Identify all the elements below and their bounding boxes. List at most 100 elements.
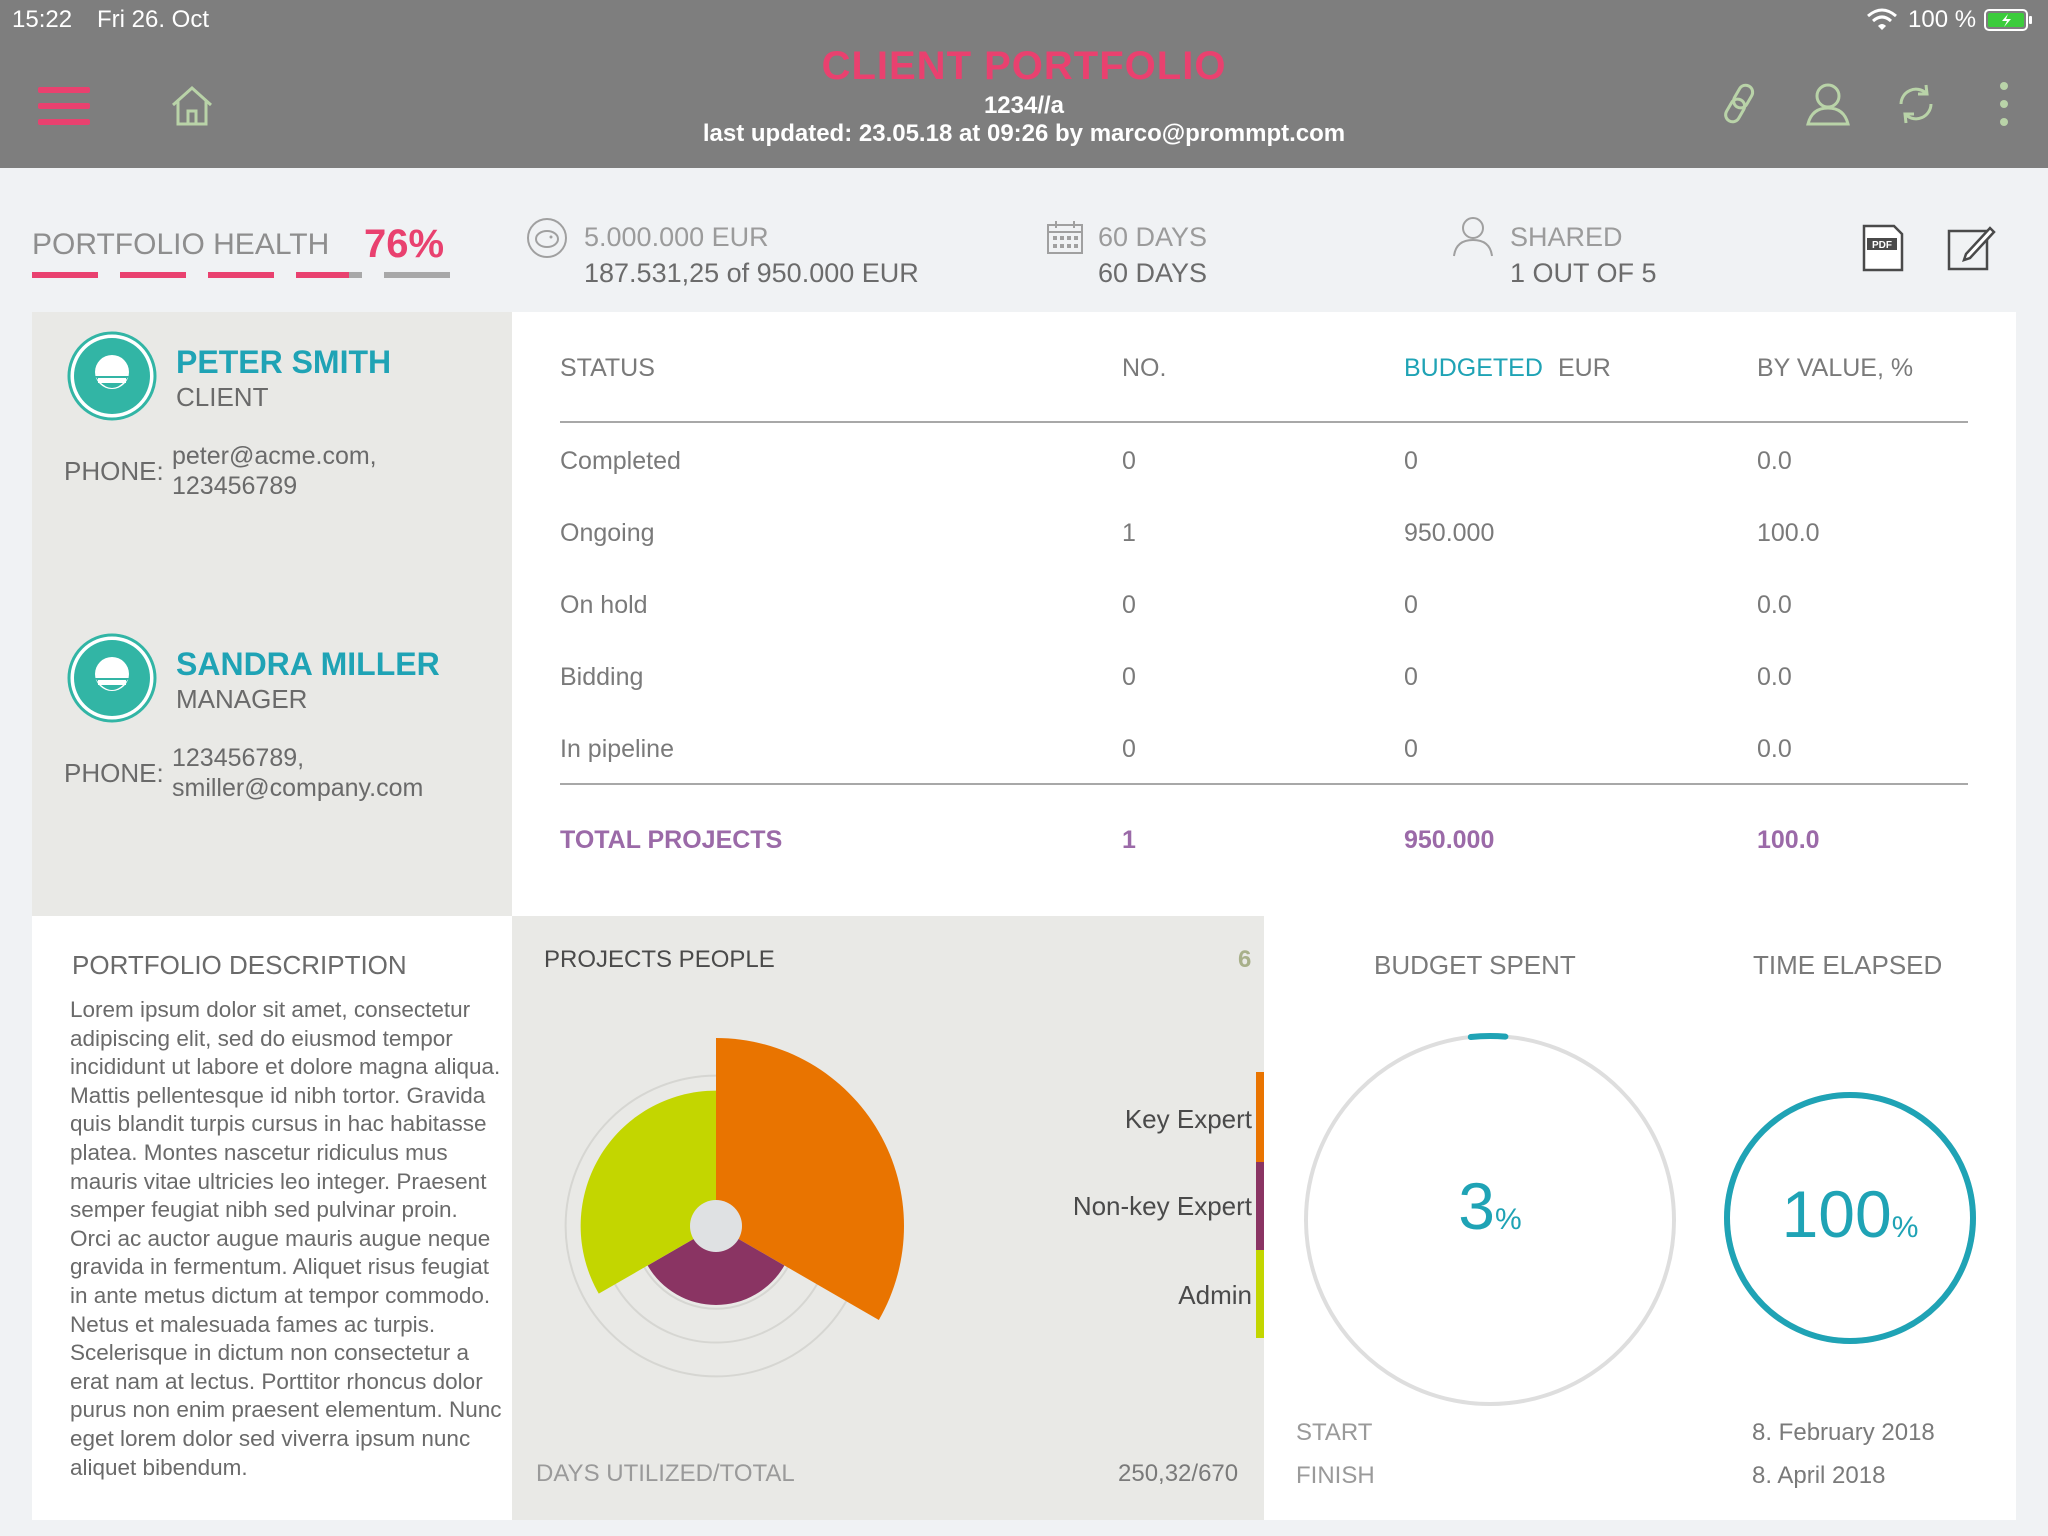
days-utilized-label: DAYS UTILIZED/TOTAL — [536, 1460, 795, 1487]
app-header: 15:22 Fri 26. Oct 100 % CLIENT PORTFOLIO… — [0, 0, 2048, 168]
status-time: 15:22 — [12, 6, 73, 33]
budget-total: 5.000.000 EUR — [584, 222, 769, 252]
health-bar-fill — [208, 272, 274, 278]
table-total-budgeted: 950.000 — [1404, 826, 1495, 854]
sync-icon[interactable] — [1886, 74, 1946, 134]
table-cell-budgeted: 950.000 — [1404, 519, 1495, 547]
avatar — [66, 330, 158, 427]
shared-label: SHARED — [1510, 222, 1623, 252]
legend-label-admin: Admin — [1178, 1280, 1252, 1310]
chart-center-hub — [690, 1200, 742, 1252]
column-header-status: STATUS — [560, 354, 655, 382]
table-cell-budgeted: 0 — [1404, 447, 1418, 475]
phone-label: PHONE: — [64, 758, 164, 788]
health-bar-fill — [120, 272, 186, 278]
budget-spent-unit: % — [1495, 1203, 1522, 1236]
edit-icon[interactable] — [1946, 222, 1996, 277]
finish-label: FINISH — [1296, 1462, 1375, 1489]
time-elapsed-title: TIME ELAPSED — [1753, 950, 1943, 980]
days-label: 60 DAYS — [1098, 222, 1208, 252]
table-cell-by-value: 0.0 — [1757, 663, 1792, 691]
table-cell-status: Completed — [560, 447, 681, 475]
contact-phone-line1[interactable]: peter@acme.com, — [172, 442, 377, 470]
link-icon[interactable] — [1710, 74, 1770, 134]
user-icon[interactable] — [1798, 74, 1858, 134]
phone-label: PHONE: — [64, 456, 164, 486]
table-total-label: TOTAL PROJECTS — [560, 826, 783, 854]
avatar — [66, 632, 158, 729]
more-icon[interactable] — [1974, 74, 2034, 134]
page-title: CLIENT PORTFOLIO — [821, 44, 1227, 88]
table-cell-no: 0 — [1122, 447, 1136, 475]
time-elapsed-arc — [1724, 1092, 1976, 1344]
health-bar-fill — [296, 272, 349, 278]
status-date: Fri 26. Oct — [97, 6, 210, 33]
health-bar-segment — [384, 272, 450, 278]
contact-role: MANAGER — [176, 684, 308, 714]
budget-used: 187.531,25 of 950.000 EUR — [584, 258, 919, 288]
table-total-by-value: 100.0 — [1757, 826, 1820, 854]
start-label: START — [1296, 1419, 1373, 1446]
legend-swatch-non-key-expert — [1256, 1162, 1264, 1250]
table-cell-by-value: 0.0 — [1757, 735, 1792, 763]
budget-spent-ring — [1304, 1033, 1676, 1406]
table-cell-no: 1 — [1122, 519, 1136, 547]
projects-people-title: PROJECTS PEOPLE — [544, 946, 775, 973]
description-text: Lorem ipsum dolor sit amet, consectetur … — [70, 997, 502, 1480]
contact-name: PETER SMITH — [176, 344, 392, 380]
wifi-icon — [1866, 8, 1898, 37]
contact-phone-line2[interactable]: 123456789 — [172, 472, 298, 500]
health-bar — [32, 272, 450, 278]
shared-value: 1 OUT OF 5 — [1510, 258, 1657, 288]
legend-label-non-key-expert: Non-key Expert — [1072, 1191, 1252, 1221]
table-cell-budgeted: 0 — [1404, 591, 1418, 619]
column-header-currency[interactable]: EUR — [1558, 354, 1611, 382]
budget-spent-title: BUDGET SPENT — [1374, 950, 1576, 980]
days-value: 60 DAYS — [1098, 258, 1208, 288]
legend-swatch-admin — [1256, 1250, 1264, 1338]
finish-date: 8. April 2018 — [1752, 1462, 1886, 1489]
table-cell-no: 0 — [1122, 663, 1136, 691]
description-title: PORTFOLIO DESCRIPTION — [72, 950, 407, 980]
chart-slice-non-key-expert[interactable] — [647, 1226, 785, 1305]
table-cell-by-value: 100.0 — [1757, 519, 1820, 547]
column-header-no: NO. — [1122, 354, 1167, 382]
menu-icon[interactable] — [34, 76, 94, 136]
time-elapsed-value: 100 — [1781, 1177, 1892, 1251]
svg-text:PDF: PDF — [1872, 240, 1892, 251]
column-header-budgeted[interactable]: BUDGETED — [1404, 354, 1543, 382]
portfolio-health-value: 76% — [364, 222, 445, 266]
people-count: 6 — [1238, 946, 1252, 973]
piggy-bank-icon — [526, 217, 568, 264]
table-divider — [560, 783, 1968, 785]
contact-name: SANDRA MILLER — [176, 646, 440, 682]
table-total-no: 1 — [1122, 826, 1136, 854]
contact-role: CLIENT — [176, 382, 269, 412]
progress-panel — [1264, 916, 2016, 1520]
table-cell-status: In pipeline — [560, 735, 674, 763]
legend-swatch-key-expert — [1256, 1072, 1264, 1162]
table-cell-by-value: 0.0 — [1757, 591, 1792, 619]
description-panel: PORTFOLIO DESCRIPTION Lorem ipsum dolor … — [32, 916, 512, 1520]
legend-label-key-expert: Key Expert — [1124, 1104, 1252, 1134]
table-cell-status: On hold — [560, 591, 648, 619]
pdf-export-icon[interactable]: PDF — [1862, 224, 1904, 277]
budget-spent-value: 3 — [1458, 1169, 1496, 1243]
chart-slice-key-expert[interactable] — [716, 1038, 904, 1320]
table-divider — [560, 421, 1968, 423]
projects-people-chart — [564, 1038, 904, 1378]
status-table-panel — [512, 312, 2016, 916]
time-elapsed-value-wrap: 100% — [1722, 1176, 1978, 1252]
table-cell-no: 0 — [1122, 735, 1136, 763]
table-cell-no: 0 — [1122, 591, 1136, 619]
column-header-by-value: BY VALUE, % — [1757, 354, 1914, 382]
table-cell-by-value: 0.0 — [1757, 447, 1792, 475]
home-icon[interactable] — [162, 76, 222, 136]
calendar-icon — [1046, 219, 1084, 260]
chart-slice-admin[interactable] — [580, 1090, 716, 1294]
contact-phone-line1[interactable]: 123456789, — [172, 744, 305, 772]
status-battery: 100 % — [1908, 6, 1977, 33]
time-elapsed-ring — [1724, 1092, 1976, 1344]
contact-phone-line2[interactable]: smiller@company.com — [172, 774, 424, 802]
health-bar-fill — [32, 272, 98, 278]
